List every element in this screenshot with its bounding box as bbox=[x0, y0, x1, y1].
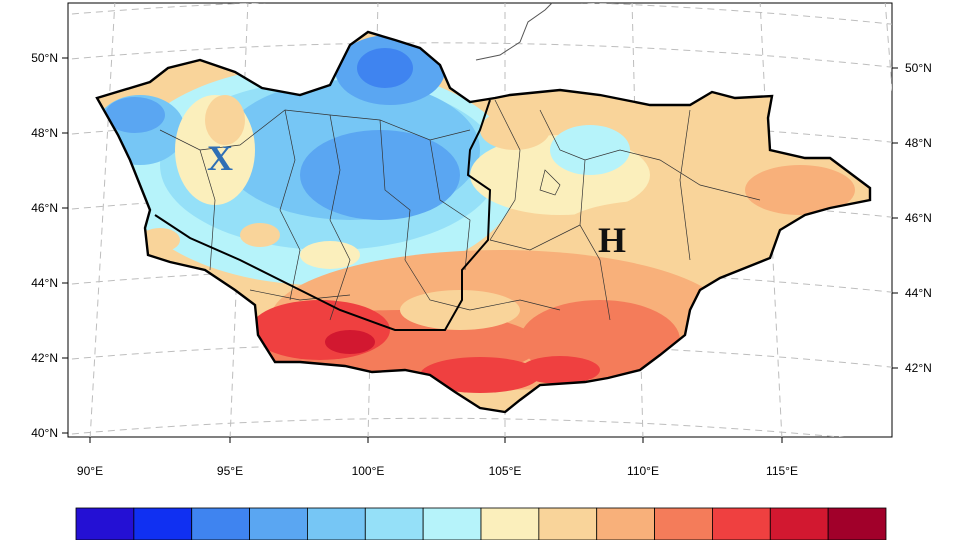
lon-label: 115°E bbox=[766, 464, 798, 478]
lon-label: 100°E bbox=[352, 464, 385, 478]
colorbar-swatch bbox=[769, 507, 829, 540]
colorbar-swatch bbox=[307, 507, 366, 540]
colorbar-swatch bbox=[827, 507, 887, 540]
lat-label-left: 42°N bbox=[31, 351, 58, 365]
province-boundaries bbox=[159, 99, 761, 321]
lat-labels-right: 50°N 48°N 46°N 44°N 42°N bbox=[892, 61, 932, 375]
colorbar-swatch bbox=[596, 507, 655, 540]
lon-labels: 90°E 95°E 100°E 105°E 110°E 115°E bbox=[77, 437, 798, 478]
colorbar bbox=[75, 507, 887, 540]
colorbar-swatch bbox=[75, 507, 135, 540]
lon-label: 95°E bbox=[217, 464, 243, 478]
lat-label-left: 48°N bbox=[31, 126, 58, 140]
lat-label-left: 44°N bbox=[31, 276, 58, 290]
lat-label-left: 50°N bbox=[31, 51, 58, 65]
colorbar-swatch bbox=[712, 507, 771, 540]
neighbor-border bbox=[475, 2, 553, 61]
lat-label-right: 44°N bbox=[905, 286, 932, 300]
lon-label: 105°E bbox=[489, 464, 522, 478]
colorbar-swatch bbox=[191, 507, 250, 540]
lat-label-right: 48°N bbox=[905, 136, 932, 150]
lat-label-left: 40°N bbox=[31, 426, 58, 440]
colorbar-swatch bbox=[654, 507, 713, 540]
lat-label-right: 46°N bbox=[905, 211, 932, 225]
lon-label: 90°E bbox=[77, 464, 103, 478]
colorbar-swatch bbox=[422, 507, 482, 540]
colorbar-swatch bbox=[538, 507, 598, 540]
zone-boundary-line bbox=[154, 99, 492, 331]
colorbar-swatch bbox=[249, 507, 308, 540]
lat-labels-left: 50°N 48°N 46°N 44°N 42°N 40°N bbox=[31, 51, 68, 440]
cold-region-marker: X bbox=[207, 138, 233, 178]
colorbar-swatch bbox=[480, 507, 540, 540]
colorbar-swatch bbox=[364, 507, 424, 540]
colorbar-swatch bbox=[133, 507, 193, 540]
lat-label-right: 42°N bbox=[905, 361, 932, 375]
lat-label-left: 46°N bbox=[31, 201, 58, 215]
country-outline bbox=[95, 30, 872, 414]
lat-label-right: 50°N bbox=[905, 61, 932, 75]
warm-region-marker: H bbox=[598, 220, 626, 260]
lon-label: 110°E bbox=[627, 464, 659, 478]
